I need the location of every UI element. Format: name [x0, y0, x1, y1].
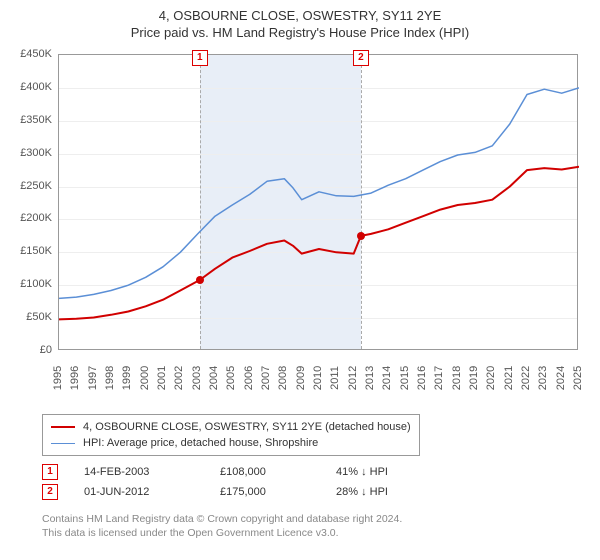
x-axis-label: 2006 — [243, 366, 255, 390]
y-axis-label: £100K — [0, 278, 52, 290]
y-axis-label: £50K — [0, 311, 52, 323]
event-label-box: 2 — [353, 50, 369, 66]
x-axis-label: 2008 — [277, 366, 289, 390]
title-subtitle: Price paid vs. HM Land Registry's House … — [0, 25, 600, 40]
legend-label: HPI: Average price, detached house, Shro… — [83, 437, 318, 449]
x-axis-label: 2005 — [225, 366, 237, 390]
y-axis-label: £0 — [0, 344, 52, 356]
x-axis-label: 2017 — [433, 366, 445, 390]
x-axis-label: 2002 — [173, 366, 185, 390]
y-axis-label: £350K — [0, 114, 52, 126]
x-axis-label: 2010 — [312, 366, 324, 390]
x-axis-label: 1998 — [104, 366, 116, 390]
x-axis-label: 2013 — [364, 366, 376, 390]
x-axis-label: 1997 — [87, 366, 99, 390]
y-axis-label: £300K — [0, 147, 52, 159]
x-axis-label: 2001 — [156, 366, 168, 390]
footer-line: Contains HM Land Registry data © Crown c… — [42, 512, 402, 526]
event-delta: 41% ↓ HPI — [336, 466, 456, 478]
gridline — [59, 252, 577, 253]
legend-label: 4, OSBOURNE CLOSE, OSWESTRY, SY11 2YE (d… — [83, 421, 411, 433]
x-axis-label: 1996 — [69, 366, 81, 390]
y-axis-label: £250K — [0, 180, 52, 192]
event-price: £175,000 — [220, 486, 310, 498]
event-row: 1 14-FEB-2003 £108,000 41% ↓ HPI — [42, 462, 456, 482]
event-point-marker — [196, 276, 204, 284]
gridline — [59, 121, 577, 122]
footer-attribution: Contains HM Land Registry data © Crown c… — [42, 512, 402, 540]
x-axis-label: 2009 — [295, 366, 307, 390]
x-axis-label: 2016 — [416, 366, 428, 390]
x-axis-label: 2020 — [485, 366, 497, 390]
x-axis-label: 2018 — [451, 366, 463, 390]
legend: 4, OSBOURNE CLOSE, OSWESTRY, SY11 2YE (d… — [42, 414, 420, 456]
y-axis-label: £400K — [0, 81, 52, 93]
x-axis-label: 2025 — [572, 366, 584, 390]
gridline — [59, 187, 577, 188]
title-block: 4, OSBOURNE CLOSE, OSWESTRY, SY11 2YE Pr… — [0, 0, 600, 40]
gridline — [59, 318, 577, 319]
event-row: 2 01-JUN-2012 £175,000 28% ↓ HPI — [42, 482, 456, 502]
x-axis-label: 2014 — [381, 366, 393, 390]
plot-area: 12 — [58, 54, 578, 350]
event-date: 14-FEB-2003 — [84, 466, 194, 478]
chart: 12 1995199619971998199920002001200220032… — [0, 46, 600, 406]
x-axis-label: 1999 — [121, 366, 133, 390]
x-axis-label: 2024 — [555, 366, 567, 390]
legend-swatch — [51, 443, 75, 444]
event-guideline — [361, 55, 362, 349]
title-address: 4, OSBOURNE CLOSE, OSWESTRY, SY11 2YE — [0, 8, 600, 23]
x-axis-label: 2023 — [537, 366, 549, 390]
event-guideline — [200, 55, 201, 349]
x-axis-label: 2012 — [347, 366, 359, 390]
gridline — [59, 154, 577, 155]
event-marker-icon: 2 — [42, 484, 58, 500]
gridline — [59, 219, 577, 220]
y-axis-label: £450K — [0, 48, 52, 60]
legend-swatch — [51, 426, 75, 428]
x-axis-label: 2007 — [260, 366, 272, 390]
event-point-marker — [357, 232, 365, 240]
x-axis-label: 2021 — [503, 366, 515, 390]
gridline — [59, 88, 577, 89]
x-axis-label: 2003 — [191, 366, 203, 390]
x-axis-label: 2011 — [329, 366, 341, 390]
x-axis-label: 2004 — [208, 366, 220, 390]
x-axis-label: 2015 — [399, 366, 411, 390]
legend-item-subject: 4, OSBOURNE CLOSE, OSWESTRY, SY11 2YE (d… — [51, 419, 411, 435]
x-axis-label: 2022 — [520, 366, 532, 390]
x-axis-labels: 1995199619971998199920002001200220032004… — [58, 354, 578, 404]
ownership-shade — [200, 55, 361, 349]
x-axis-label: 2019 — [468, 366, 480, 390]
event-date: 01-JUN-2012 — [84, 486, 194, 498]
footer-line: This data is licensed under the Open Gov… — [42, 526, 402, 540]
legend-item-hpi: HPI: Average price, detached house, Shro… — [51, 435, 411, 451]
event-price: £108,000 — [220, 466, 310, 478]
event-delta: 28% ↓ HPI — [336, 486, 456, 498]
y-axis-label: £200K — [0, 212, 52, 224]
x-axis-label: 1995 — [52, 366, 64, 390]
x-axis-label: 2000 — [139, 366, 151, 390]
event-marker-icon: 1 — [42, 464, 58, 480]
gridline — [59, 285, 577, 286]
event-label-box: 1 — [192, 50, 208, 66]
events-table: 1 14-FEB-2003 £108,000 41% ↓ HPI 2 01-JU… — [42, 462, 456, 502]
y-axis-label: £150K — [0, 245, 52, 257]
